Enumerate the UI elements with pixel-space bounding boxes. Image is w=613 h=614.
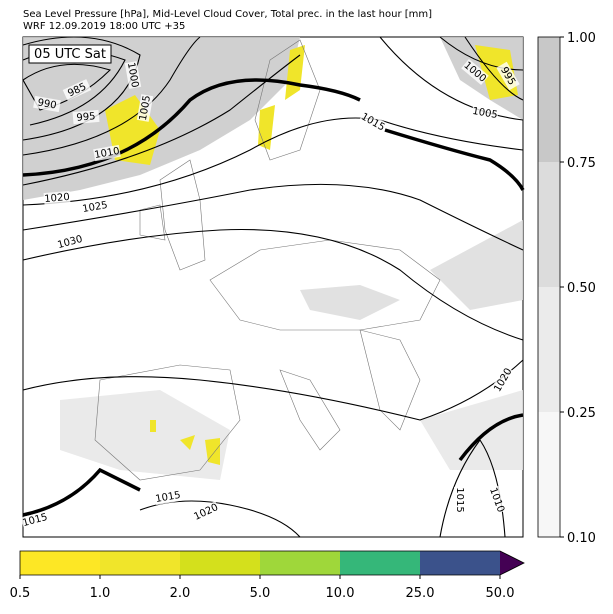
contour-label-bg	[124, 61, 142, 89]
contour-label-bg	[471, 104, 499, 122]
contour-label-bg	[72, 109, 100, 125]
contour-label-bg	[43, 190, 71, 206]
map: 9859909951000100510101020102510301015100…	[20, 36, 525, 538]
cloud-bin	[538, 412, 560, 537]
precip-tick-label: 5.0	[250, 586, 271, 601]
precip-tick-label: 1.0	[90, 586, 111, 601]
cloud-tick-label: 0.75	[567, 156, 596, 171]
contour-label: 1005	[471, 106, 498, 121]
contour-label-bg	[55, 232, 85, 252]
precip-tick-label: 2.0	[170, 586, 191, 601]
contour-label-bg	[496, 61, 520, 91]
cloud-tick-label: 1.00	[567, 31, 596, 46]
contour-label-bg	[81, 198, 109, 216]
coastlines	[94, 39, 441, 481]
precip-tick-label: 25.0	[406, 586, 435, 601]
cloud-areas	[23, 37, 523, 480]
cloud-tick-label: 0.25	[567, 406, 596, 421]
precip-bin	[20, 551, 100, 575]
contour-label: 1000	[125, 62, 140, 89]
precip-frame	[19, 550, 525, 576]
contour-label-bg	[491, 365, 515, 395]
time-box	[28, 44, 112, 64]
time-label: 05 UTC Sat	[34, 47, 106, 62]
contour-label-bg	[20, 510, 50, 530]
contour-label: 1005	[138, 95, 153, 122]
precip-bin	[180, 551, 260, 575]
contour-label-bg	[454, 487, 466, 513]
contour-label-bg	[486, 485, 508, 515]
contour-label-bg	[136, 94, 154, 122]
title: Sea Level Pressure [hPa], Mid-Level Clou…	[23, 9, 432, 20]
cloud-tick-label: 0.50	[567, 281, 596, 296]
contour-label-bg	[358, 110, 388, 134]
contour-label: 990	[37, 97, 58, 111]
precip-tick-label: 50.0	[486, 586, 515, 601]
cloud-bin	[538, 37, 560, 162]
contour-label: 1025	[82, 200, 109, 215]
cloud-tick-label: 0.10	[567, 531, 596, 546]
precip-colorbar: 0.5 1.0 2.0 5.0 10.0 25.0 50.0	[10, 550, 525, 601]
precip-extend	[500, 551, 524, 575]
precip-tick-label: 0.5	[10, 586, 31, 601]
contour-label: 1015	[155, 490, 182, 505]
precip-bin	[340, 551, 420, 575]
precip-bin	[260, 551, 340, 575]
cloud-bin	[538, 287, 560, 412]
contour-label: 1015	[454, 487, 465, 512]
cloud-bin	[538, 162, 560, 287]
contour-label: 1020	[44, 192, 70, 205]
precip-bin	[420, 551, 500, 575]
subtitle: WRF 12.09.2019 18:00 UTC +35	[23, 21, 185, 32]
cloud-colorbar: 0.10 0.25 0.50 0.75 1.00	[537, 31, 596, 546]
contour-label: 995	[76, 111, 96, 124]
contour-label-bg	[191, 501, 221, 523]
contour-label-bg	[93, 144, 121, 162]
precip-tick-label: 10.0	[326, 586, 355, 601]
isobar-1015	[22, 78, 525, 517]
contour-label-bg	[62, 79, 92, 101]
precip-bin	[100, 551, 180, 575]
contour-label-bg	[154, 488, 182, 506]
contour-label: 1010	[94, 146, 121, 161]
contour-label-bg	[461, 59, 489, 85]
contour-label-bg	[33, 95, 61, 113]
